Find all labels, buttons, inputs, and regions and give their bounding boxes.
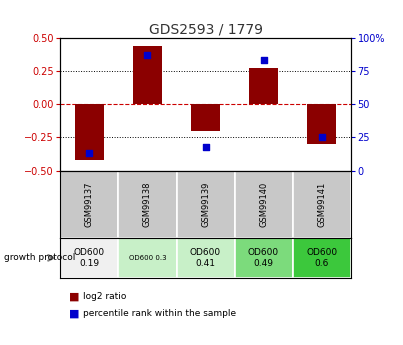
Bar (293, 238, 351, 278)
Text: GSM99138: GSM99138 (143, 181, 152, 227)
Bar (307, 104, 336, 144)
Text: growth protocol: growth protocol (4, 253, 75, 263)
Bar (75, 104, 104, 160)
Text: GSM99141: GSM99141 (317, 182, 326, 227)
Text: OD600 0.3: OD600 0.3 (129, 255, 166, 261)
Bar (191, 104, 220, 131)
Text: GSM99139: GSM99139 (201, 181, 210, 227)
Bar (118, 170, 177, 238)
Bar (235, 170, 293, 238)
Bar (133, 46, 162, 104)
Bar (293, 170, 351, 238)
Point (260, 58, 267, 63)
Bar (177, 238, 235, 278)
Point (318, 135, 325, 140)
Bar (235, 238, 293, 278)
Text: ■: ■ (69, 292, 79, 302)
Text: GSM99137: GSM99137 (85, 181, 94, 227)
Point (202, 144, 209, 149)
Bar (118, 238, 177, 278)
Bar (60, 238, 118, 278)
Bar (177, 170, 235, 238)
Text: OD600
0.19: OD600 0.19 (74, 248, 105, 268)
Text: log2 ratio: log2 ratio (83, 292, 126, 301)
Point (86, 150, 93, 156)
Text: percentile rank within the sample: percentile rank within the sample (83, 309, 236, 318)
Point (144, 52, 151, 58)
Text: GSM99140: GSM99140 (259, 182, 268, 227)
Bar (60, 170, 118, 238)
Text: OD600
0.49: OD600 0.49 (248, 248, 279, 268)
Title: GDS2593 / 1779: GDS2593 / 1779 (149, 23, 262, 37)
Text: OD600
0.6: OD600 0.6 (306, 248, 337, 268)
Text: OD600
0.41: OD600 0.41 (190, 248, 221, 268)
Bar (249, 68, 278, 104)
Text: ■: ■ (69, 309, 79, 319)
